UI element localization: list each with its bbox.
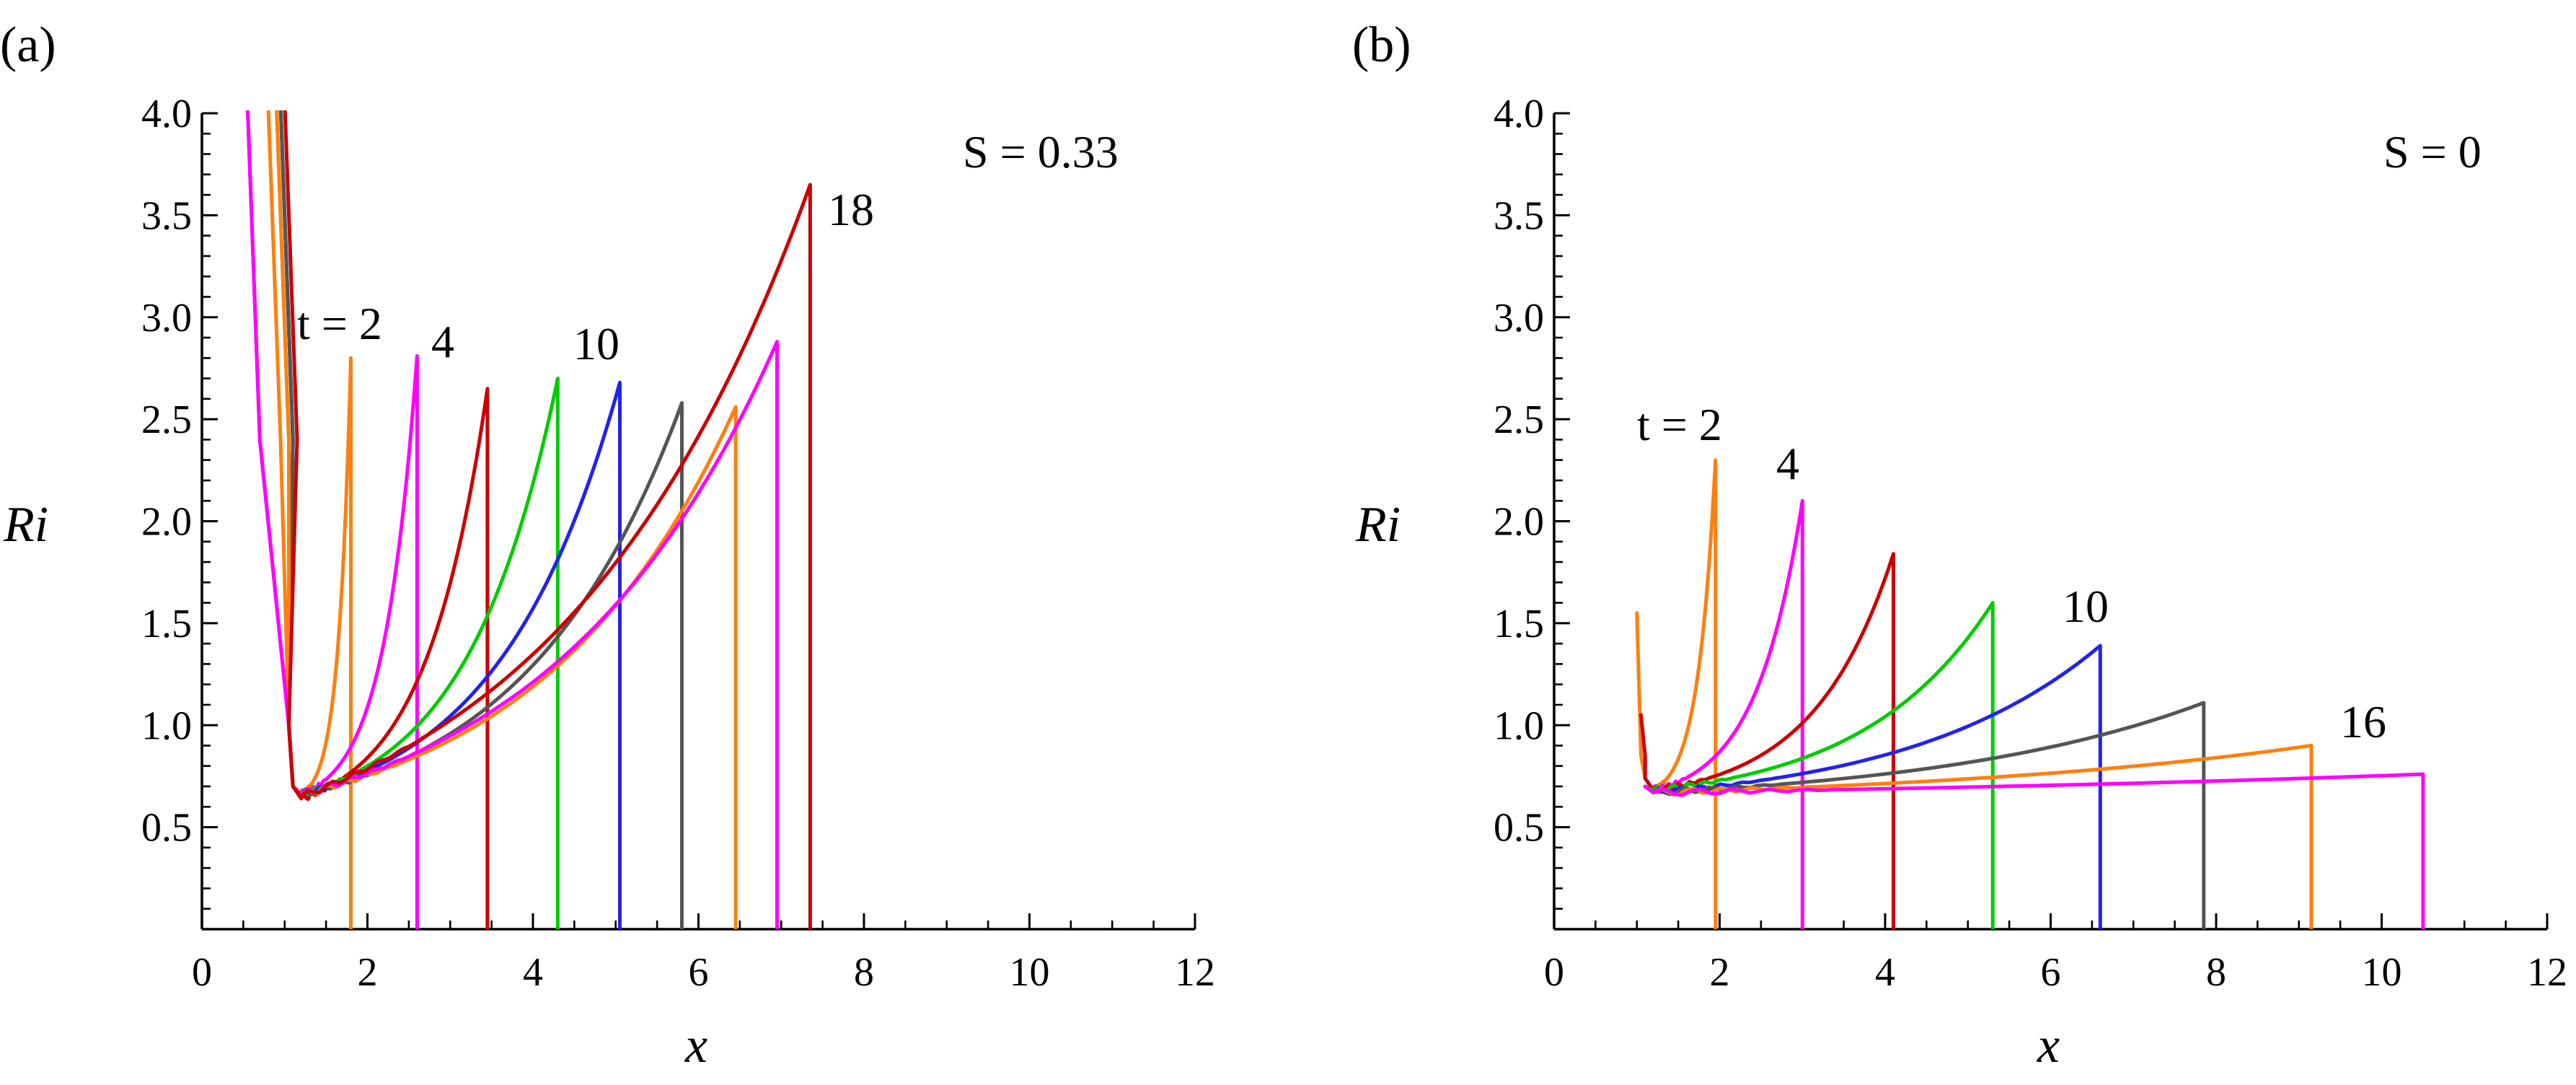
panel-a-series-8 (245, 110, 779, 929)
panel-a-series-7 (275, 110, 738, 929)
panel-b-series-4 (1643, 601, 1995, 929)
panel-a-xtick-label: 4 (523, 950, 543, 995)
panel-b-xtick-label: 2 (1710, 950, 1730, 995)
panel-a-param: S = 0.33 (963, 126, 1119, 177)
panel-a-ytick-label: 3.0 (141, 296, 192, 341)
panel-b-plot-area: 0.5 1.0 1.5 2.0 2.5 3.0 3.5 4.0 0 2 4 6 8 10 12 (1494, 92, 2567, 995)
panel-b-label-t2: t = 2 (1637, 399, 1722, 450)
panel-b-xtick-label: 0 (1544, 950, 1564, 995)
panel-b-param: S = 0 (2383, 126, 2482, 177)
panel-a-label: (a) (0, 17, 56, 73)
panel-b-xtick-label: 4 (1875, 950, 1895, 995)
panel-a-series-3 (278, 110, 490, 929)
panel-b-label: (b) (1352, 17, 1411, 73)
panel-b-ytick-label: 1.5 (1494, 602, 1544, 646)
panel-b-series-2 (1643, 498, 1804, 929)
panel-a-series-5 (278, 110, 622, 929)
panel-b-ytick-label: 0.5 (1494, 806, 1544, 851)
panel-a-xtick-label: 0 (192, 950, 212, 995)
panel-a-xtick-label: 6 (689, 950, 709, 995)
panel-b-xlabel: x (2037, 1018, 2060, 1073)
panel-a-label-t2: t = 2 (297, 298, 382, 349)
panel-a-series-group (245, 110, 812, 929)
panel-b-ytick-label: 3.0 (1494, 296, 1544, 341)
panel-a-xtick-label: 2 (358, 950, 378, 995)
panel-b-ytick-label: 1.0 (1494, 703, 1544, 748)
panel-b-series-1 (1635, 458, 1718, 929)
panel-a-ytick-label: 3.5 (141, 193, 192, 238)
panel-b-ytick-label: 4.0 (1494, 92, 1544, 136)
panel-a-ylabel: Ri (3, 497, 48, 553)
panel-b-ytick-label: 3.5 (1494, 193, 1544, 238)
panel-a-xtick-label: 12 (1175, 950, 1215, 995)
panel-a-ytick-label: 4.0 (141, 92, 192, 136)
panel-a-label-10: 10 (573, 318, 619, 369)
panel-a-ytick-label: 1.0 (141, 703, 192, 748)
panel-a-xtick-label: 8 (854, 950, 874, 995)
panel-a: (a) Ri x S = 0.33 t = 2 4 10 18 0.5 1.0 1.… (0, 17, 1215, 1073)
panel-b-series-7 (1643, 744, 2313, 929)
panel-b-ytick-label: 2.5 (1494, 397, 1544, 442)
panel-a-series-9 (283, 110, 812, 929)
panel-a-xtick-label: 10 (1010, 950, 1050, 995)
panel-b-series-3 (1639, 552, 1895, 929)
panel-b-ylabel: Ri (1355, 497, 1401, 553)
panel-b-label-10: 10 (2063, 581, 2109, 632)
panel-b-label-4: 4 (1776, 438, 1799, 489)
panel-a-series-6 (278, 110, 684, 929)
panel-b-label-16: 16 (2340, 696, 2386, 747)
panel-a-ytick-label: 2.5 (141, 397, 192, 442)
panel-b-xtick-label: 12 (2527, 950, 2567, 995)
panel-a-plot-area: 0.5 1.0 1.5 2.0 2.5 3.0 3.5 4.0 0 2 4 6 8 10 12 (141, 92, 1215, 995)
panel-a-ytick-label: 2.0 (141, 500, 192, 545)
panel-b: (b) Ri x S = 0 t = 2 4 10 16 0.5 1.0 1.5 2.… (1352, 17, 2567, 1073)
panel-a-label-4: 4 (431, 316, 454, 367)
panel-a-ytick-label: 0.5 (141, 806, 192, 851)
panel-b-xtick-label: 6 (2041, 950, 2061, 995)
panel-a-ytick-label: 1.5 (141, 602, 192, 646)
panel-b-series-group (1635, 458, 2425, 929)
panel-b-ytick-label: 2.0 (1494, 500, 1544, 545)
panel-b-xtick-label: 8 (2206, 950, 2226, 995)
panel-b-xtick-label: 10 (2362, 950, 2402, 995)
panel-b-series-8 (1643, 772, 2425, 929)
panel-a-xlabel: x (684, 1018, 707, 1073)
panel-a-label-18: 18 (828, 184, 874, 235)
panel-b-series-5 (1643, 643, 2102, 929)
panel-b-series-6 (1643, 700, 2206, 929)
